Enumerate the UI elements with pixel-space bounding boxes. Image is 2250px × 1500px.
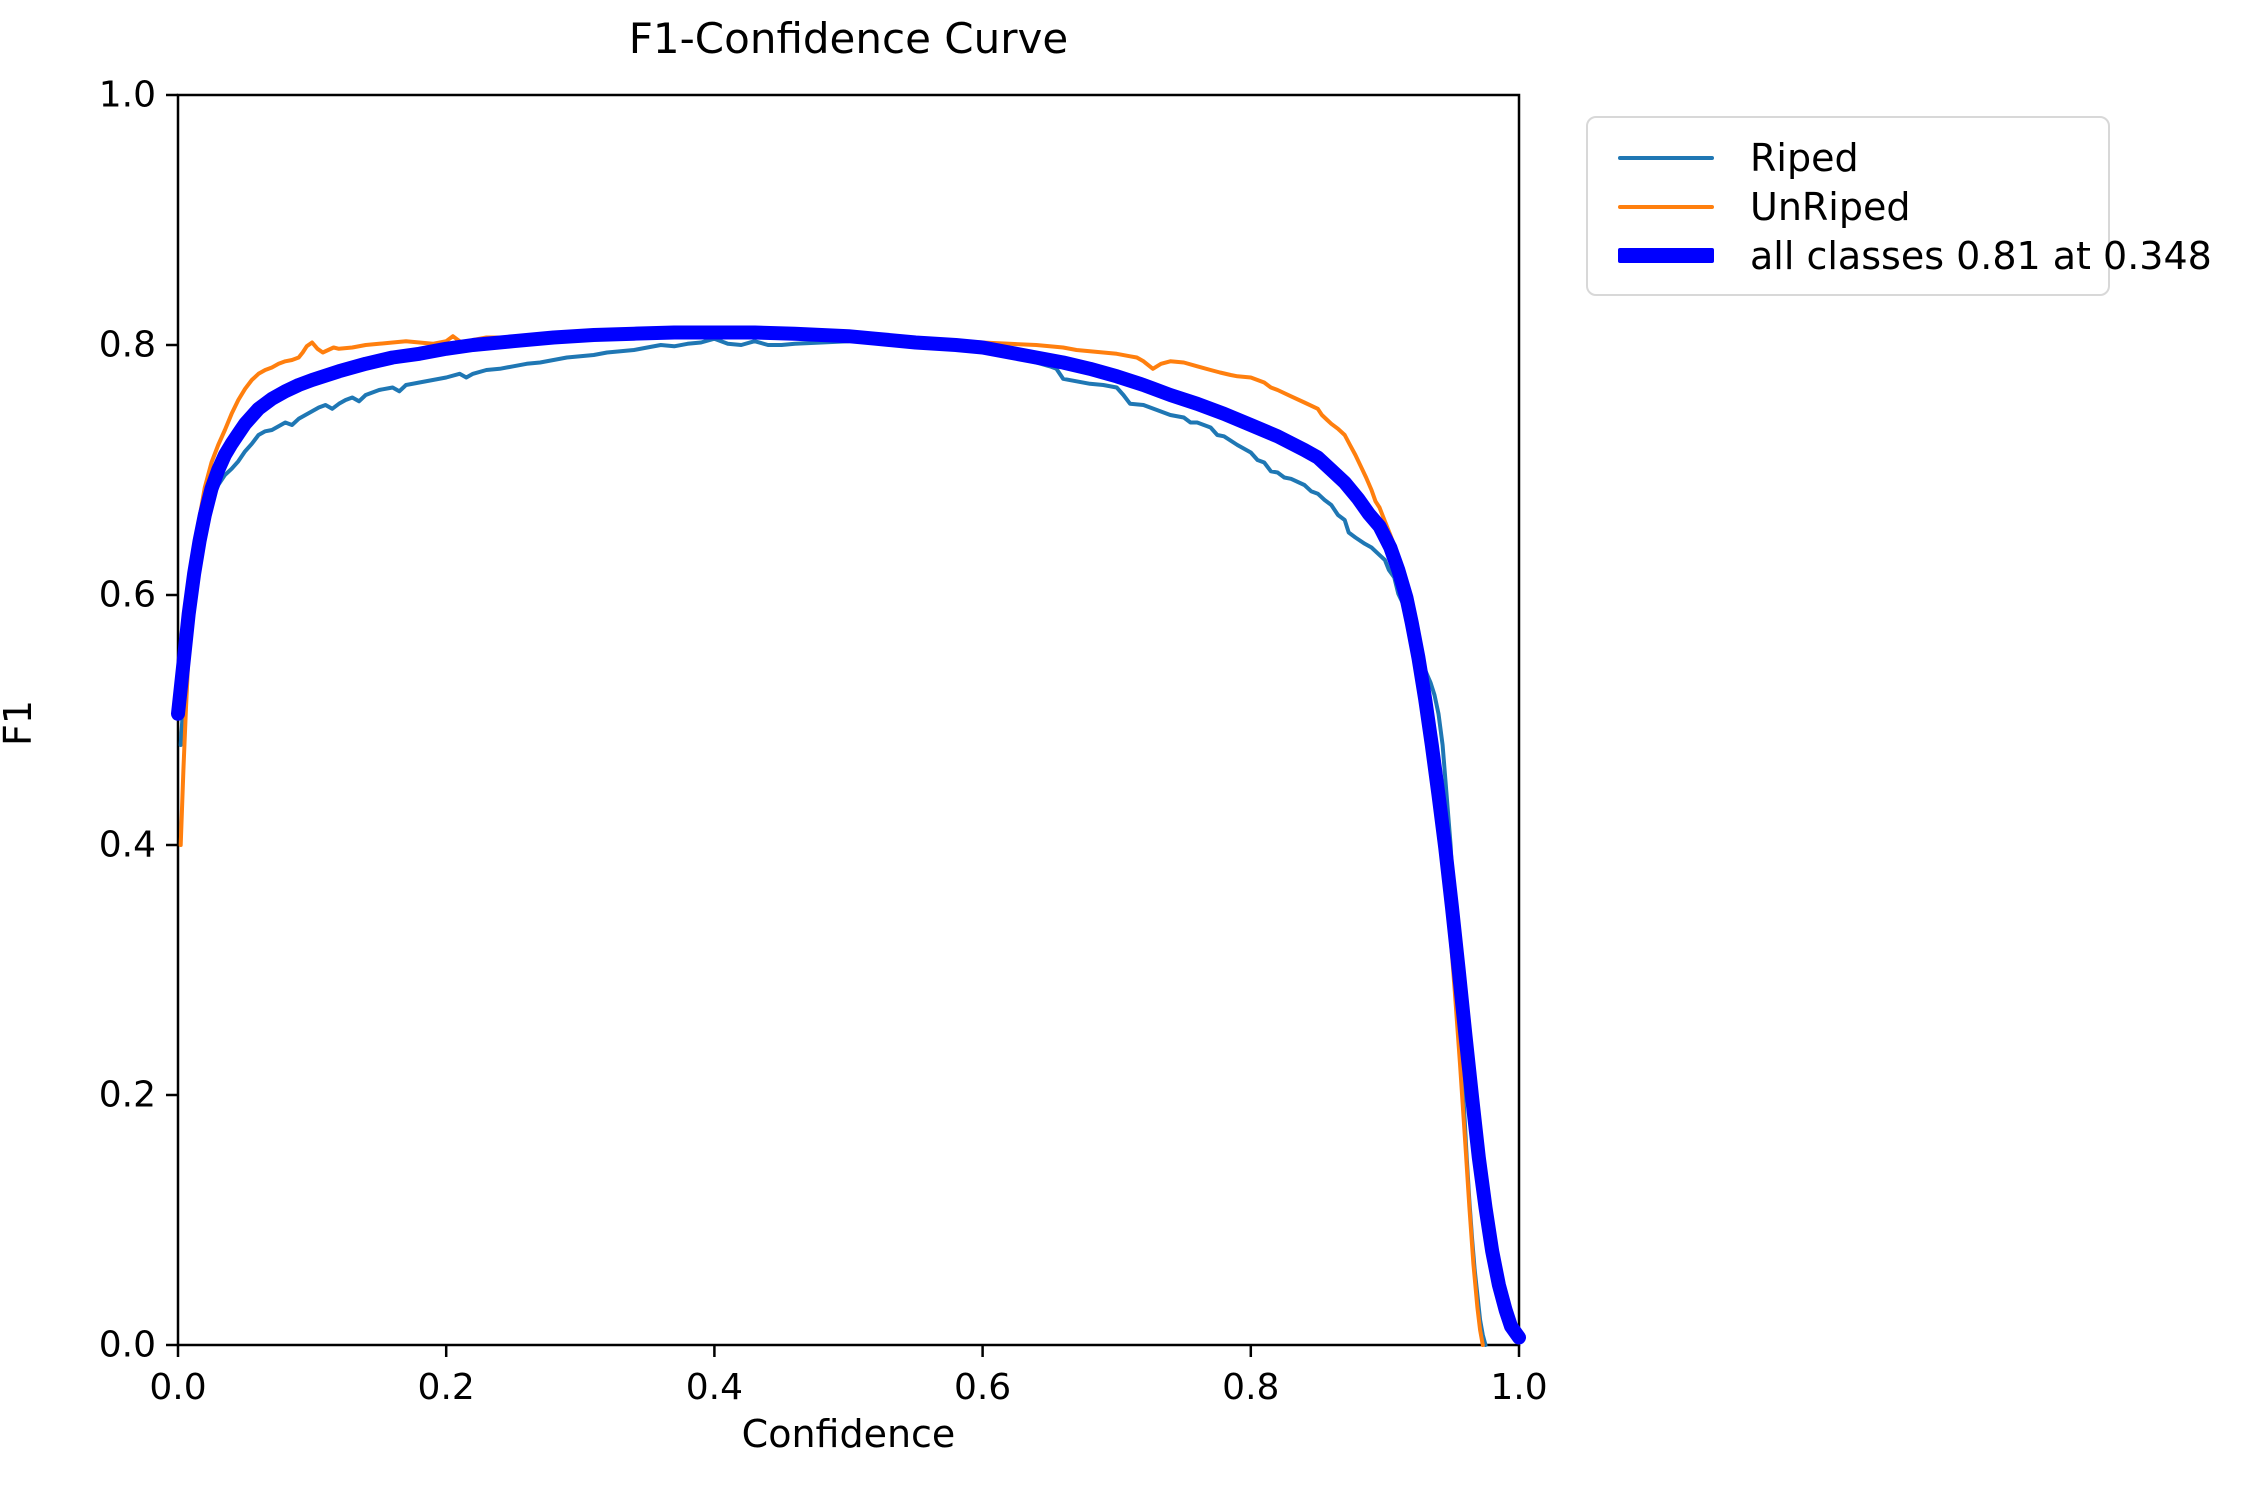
- x-tick-label-0.2: 0.2: [417, 1367, 475, 1408]
- x-tick-label-0.4: 0.4: [685, 1367, 744, 1408]
- curve-all-classes: [171, 325, 1526, 1345]
- unriped-line-swatch: [1618, 205, 1714, 209]
- y-axis-label: F1: [0, 699, 40, 747]
- x-tick-label-0.0: 0.0: [149, 1367, 207, 1408]
- x-tick-label-1.0: 1.0: [1490, 1367, 1548, 1408]
- legend-item-unriped: UnRiped: [1618, 183, 2088, 232]
- legend-label-riped: Riped: [1750, 136, 1859, 181]
- y-tick-label-0.8: 0.8: [98, 324, 156, 366]
- x-tick-label-0.6: 0.6: [953, 1367, 1012, 1408]
- curve-unriped: [178, 326, 1485, 1347]
- legend-item-riped: Riped: [1618, 134, 2088, 183]
- y-tick-label-1.0: 1.0: [98, 74, 156, 116]
- legend-label-unriped: UnRiped: [1750, 185, 1911, 229]
- y-tick-label-0.0: 0.0: [98, 1324, 156, 1366]
- all-classes-line-swatch: [1618, 248, 1714, 264]
- y-tick-label-0.2: 0.2: [98, 1074, 156, 1116]
- x-axis-label: Confidence: [741, 1412, 956, 1456]
- curve-riped: [178, 335, 1488, 1347]
- legend-item-all-classes: all classes 0.81 at 0.348: [1618, 231, 2212, 280]
- axes-spines: [176, 93, 1521, 1347]
- legend: Riped UnRiped all classes 0.81 at 0.348: [1586, 116, 2212, 296]
- x-tick-label-0.8: 0.8: [1222, 1367, 1280, 1408]
- y-tick-label-0.4: 0.4: [98, 824, 156, 866]
- legend-label-all-classes: all classes 0.81 at 0.348: [1750, 233, 2212, 278]
- chart-title: F1-Confidence Curve: [628, 14, 1069, 63]
- riped-line-swatch: [1618, 156, 1714, 161]
- y-tick-label-0.6: 0.6: [98, 574, 156, 616]
